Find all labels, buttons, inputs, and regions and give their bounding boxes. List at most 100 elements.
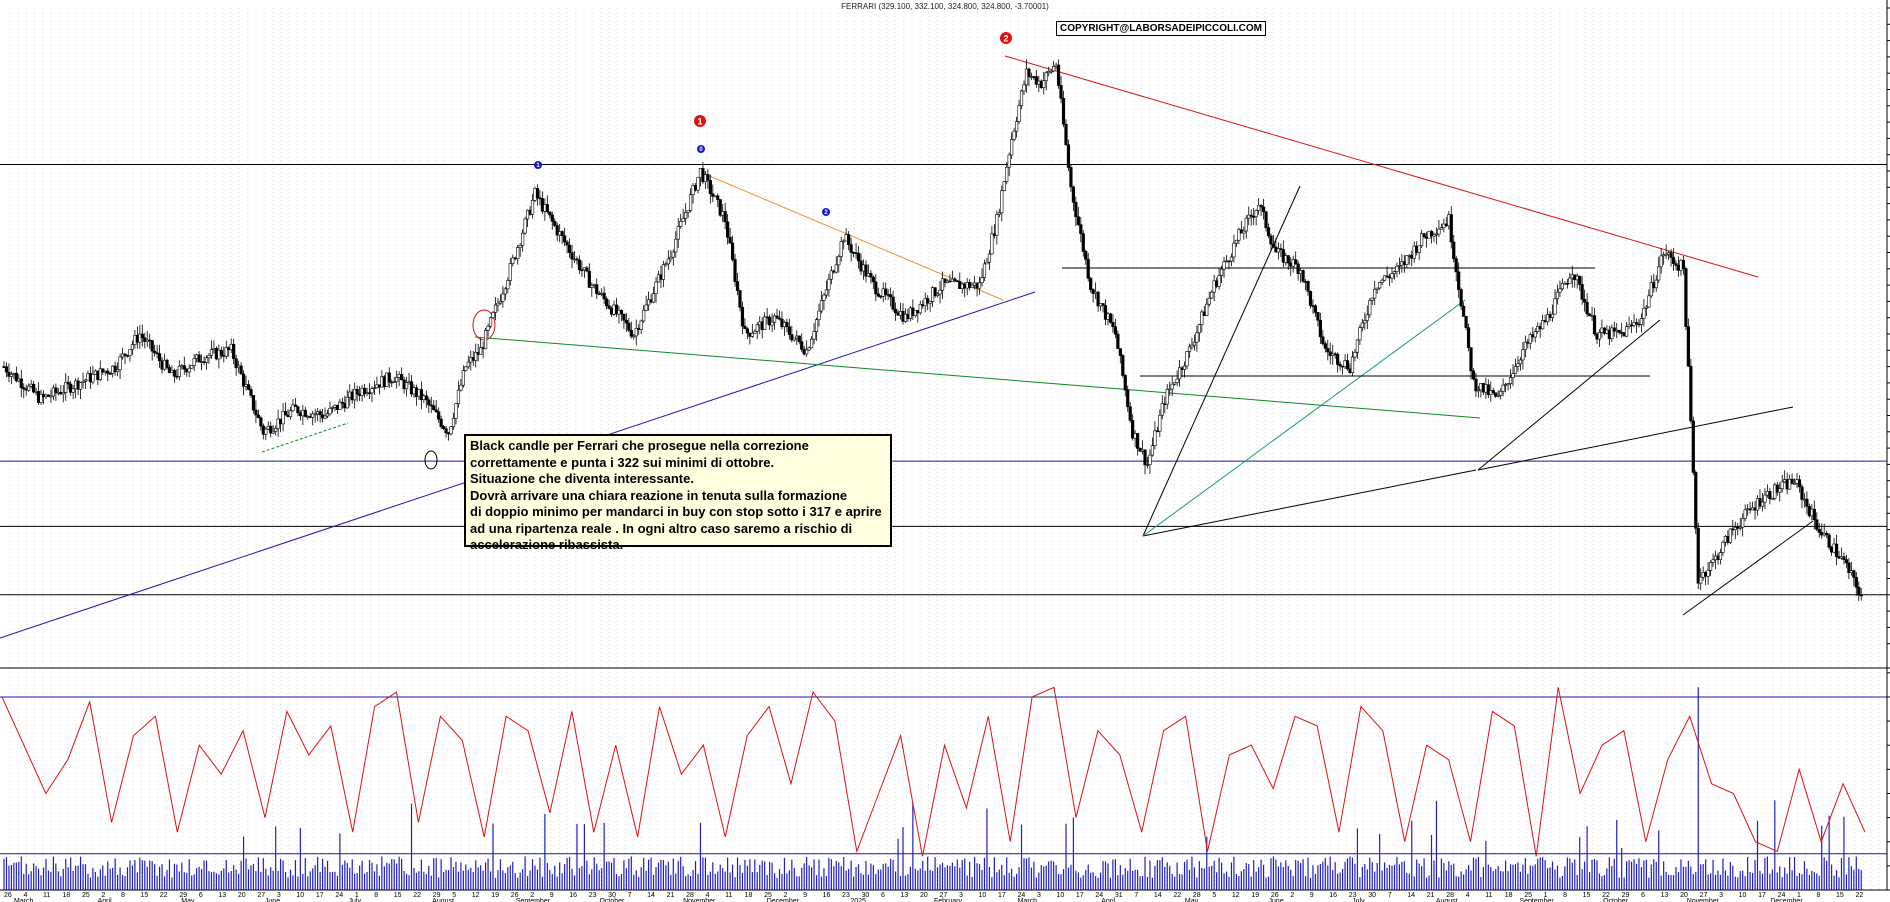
candle	[671, 249, 675, 266]
x-day-label: 14	[647, 892, 655, 899]
candle	[523, 216, 527, 235]
x-day-label: 7	[628, 892, 632, 899]
candle	[367, 383, 372, 399]
x-month-label: September	[1519, 898, 1554, 902]
candle	[61, 384, 65, 403]
candle	[511, 254, 515, 267]
candle	[1432, 232, 1436, 243]
candle	[165, 358, 169, 370]
candle	[323, 407, 327, 420]
candle	[884, 282, 888, 300]
candle	[1778, 482, 1782, 502]
candle	[1365, 305, 1369, 330]
candle	[293, 397, 298, 407]
candle	[1528, 332, 1532, 350]
candle	[726, 213, 730, 245]
candle	[1545, 307, 1550, 326]
candle	[1696, 522, 1700, 590]
candle	[1506, 383, 1510, 391]
candle	[864, 260, 868, 283]
candle	[926, 295, 930, 311]
x-day-label: 29	[179, 892, 187, 899]
candle	[1859, 587, 1863, 601]
candle	[1145, 456, 1150, 469]
candle	[177, 360, 181, 381]
x-month-label: November	[683, 898, 716, 902]
candle	[1494, 392, 1498, 399]
x-day-label: 22	[1856, 892, 1864, 899]
candle	[1610, 324, 1614, 343]
candle	[1234, 239, 1238, 248]
candle	[197, 351, 201, 363]
candle	[432, 399, 436, 411]
annotation-box: Black candle per Ferrari che prosegue ne…	[464, 434, 892, 552]
candle	[1686, 318, 1690, 367]
candle	[777, 310, 782, 321]
candle	[1439, 223, 1443, 230]
candle	[1056, 59, 1061, 89]
steep-line	[1142, 185, 1301, 537]
x-month-label: October	[599, 898, 625, 902]
candle	[970, 282, 974, 289]
candle	[1363, 312, 1367, 330]
green-trendline	[474, 336, 1481, 419]
candle	[624, 313, 628, 332]
candle	[661, 260, 666, 288]
candle	[935, 292, 940, 298]
candle	[1405, 255, 1409, 269]
candle	[1205, 298, 1209, 317]
candle	[1555, 284, 1560, 305]
candle	[1437, 219, 1441, 238]
candle	[716, 193, 720, 207]
x-day-label: 23	[1349, 892, 1357, 899]
candle	[246, 380, 251, 391]
candle	[1844, 554, 1849, 568]
candle	[718, 199, 722, 217]
candle	[1153, 421, 1157, 450]
candle	[814, 317, 819, 341]
candle	[1857, 581, 1861, 601]
x-day-label: 27	[257, 892, 265, 899]
candle	[827, 273, 831, 297]
candle	[1466, 323, 1471, 352]
candle	[1222, 256, 1226, 278]
candle	[254, 400, 258, 423]
candle	[1708, 560, 1713, 576]
candle	[869, 269, 873, 284]
x-day-label: 4	[23, 892, 27, 899]
x-day-label: 14	[1407, 892, 1415, 899]
candle	[1345, 353, 1350, 371]
candle	[1770, 497, 1774, 500]
x-day-label: 11	[43, 892, 50, 899]
candle	[889, 287, 893, 307]
candle	[464, 366, 468, 372]
x-day-label: 18	[745, 892, 753, 899]
candle	[585, 265, 589, 273]
candle	[977, 276, 982, 295]
candle	[140, 324, 144, 347]
volume-bars	[3, 687, 1862, 890]
candle	[259, 416, 263, 431]
candle	[1158, 409, 1162, 438]
x-day-label: 15	[1583, 892, 1591, 899]
x-day-label: 3	[1037, 892, 1041, 899]
x-day-label: 20	[238, 892, 246, 899]
candle	[459, 379, 463, 392]
candle	[1684, 266, 1688, 331]
candle	[1476, 386, 1481, 398]
candle	[738, 289, 742, 312]
x-day-label: 24	[1095, 892, 1103, 899]
candle	[1471, 368, 1476, 381]
x-day-label: 13	[218, 892, 226, 899]
candle	[1131, 414, 1135, 441]
candle	[521, 229, 525, 252]
candle	[1671, 248, 1676, 271]
x-day-label: 3	[959, 892, 963, 899]
candle	[1103, 299, 1108, 326]
candle	[1308, 290, 1313, 309]
candle	[893, 302, 898, 321]
candle	[1397, 257, 1402, 275]
candle	[1825, 530, 1829, 539]
candle	[207, 353, 211, 364]
